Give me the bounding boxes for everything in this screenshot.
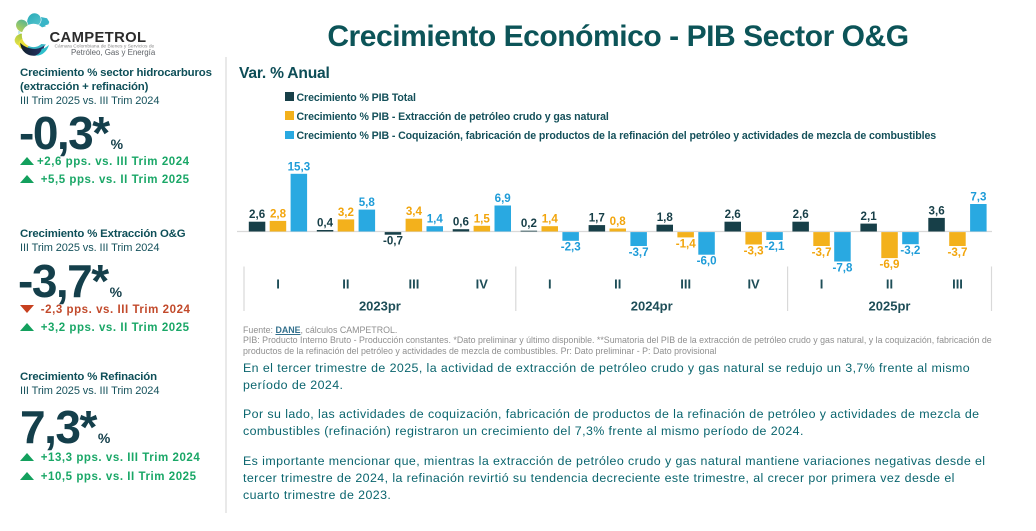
svg-text:II: II <box>614 276 621 291</box>
svg-text:7,3: 7,3 <box>970 191 987 204</box>
svg-text:0,6: 0,6 <box>453 216 470 229</box>
svg-text:0,4: 0,4 <box>317 217 334 230</box>
svg-text:2,6: 2,6 <box>793 208 810 221</box>
svg-text:2,6: 2,6 <box>249 208 266 221</box>
svg-text:5,8: 5,8 <box>359 196 376 209</box>
svg-text:-7,8: -7,8 <box>833 261 854 274</box>
svg-text:I: I <box>276 276 280 291</box>
svg-text:III: III <box>952 276 963 291</box>
svg-text:Cámara Colombiana de Bienes y: Cámara Colombiana de Bienes y Servicios … <box>55 44 155 50</box>
svg-text:-6,0: -6,0 <box>697 255 717 268</box>
svg-text:IV: IV <box>747 276 760 291</box>
svg-text:I: I <box>820 276 824 291</box>
svg-text:-0,7: -0,7 <box>383 235 403 248</box>
svg-text:2,8: 2,8 <box>270 207 287 220</box>
svg-text:Petróleo, Gas y Energía: Petróleo, Gas y Energía <box>71 48 156 57</box>
svg-text:0,8: 0,8 <box>610 215 627 228</box>
svg-text:3,4: 3,4 <box>406 205 423 218</box>
svg-text:-6,9: -6,9 <box>880 258 901 271</box>
svg-text:II: II <box>342 276 349 291</box>
svg-text:-2,1: -2,1 <box>765 240 786 253</box>
svg-text:1,4: 1,4 <box>542 213 559 226</box>
svg-text:3,2: 3,2 <box>338 206 354 219</box>
svg-text:-3,3: -3,3 <box>744 244 765 257</box>
svg-text:I: I <box>548 276 552 291</box>
svg-text:1,8: 1,8 <box>657 211 674 224</box>
svg-text:15,3: 15,3 <box>288 160 311 173</box>
svg-text:2024pr: 2024pr <box>631 299 673 314</box>
svg-text:-3,2: -3,2 <box>900 244 920 257</box>
svg-text:III: III <box>408 276 419 291</box>
svg-text:2,6: 2,6 <box>725 208 742 221</box>
svg-text:-3,7: -3,7 <box>629 246 649 259</box>
svg-text:-1,4: -1,4 <box>676 237 697 250</box>
svg-text:-3,7: -3,7 <box>948 246 968 259</box>
svg-text:2025pr: 2025pr <box>869 299 911 314</box>
svg-text:1,7: 1,7 <box>589 212 605 225</box>
svg-text:-2,3: -2,3 <box>561 241 582 254</box>
svg-text:IV: IV <box>476 276 489 291</box>
svg-text:II: II <box>886 276 893 291</box>
svg-text:6,9: 6,9 <box>495 192 512 205</box>
svg-text:1,4: 1,4 <box>427 213 444 226</box>
svg-text:2023pr: 2023pr <box>359 299 401 314</box>
svg-text:0,2: 0,2 <box>521 217 537 230</box>
svg-text:CAMPETROL: CAMPETROL <box>50 30 147 46</box>
svg-text:2,1: 2,1 <box>861 210 878 223</box>
svg-text:1,5: 1,5 <box>474 212 491 225</box>
svg-text:III: III <box>680 276 691 291</box>
svg-text:3,6: 3,6 <box>929 204 946 217</box>
svg-text:-3,7: -3,7 <box>812 246 832 259</box>
